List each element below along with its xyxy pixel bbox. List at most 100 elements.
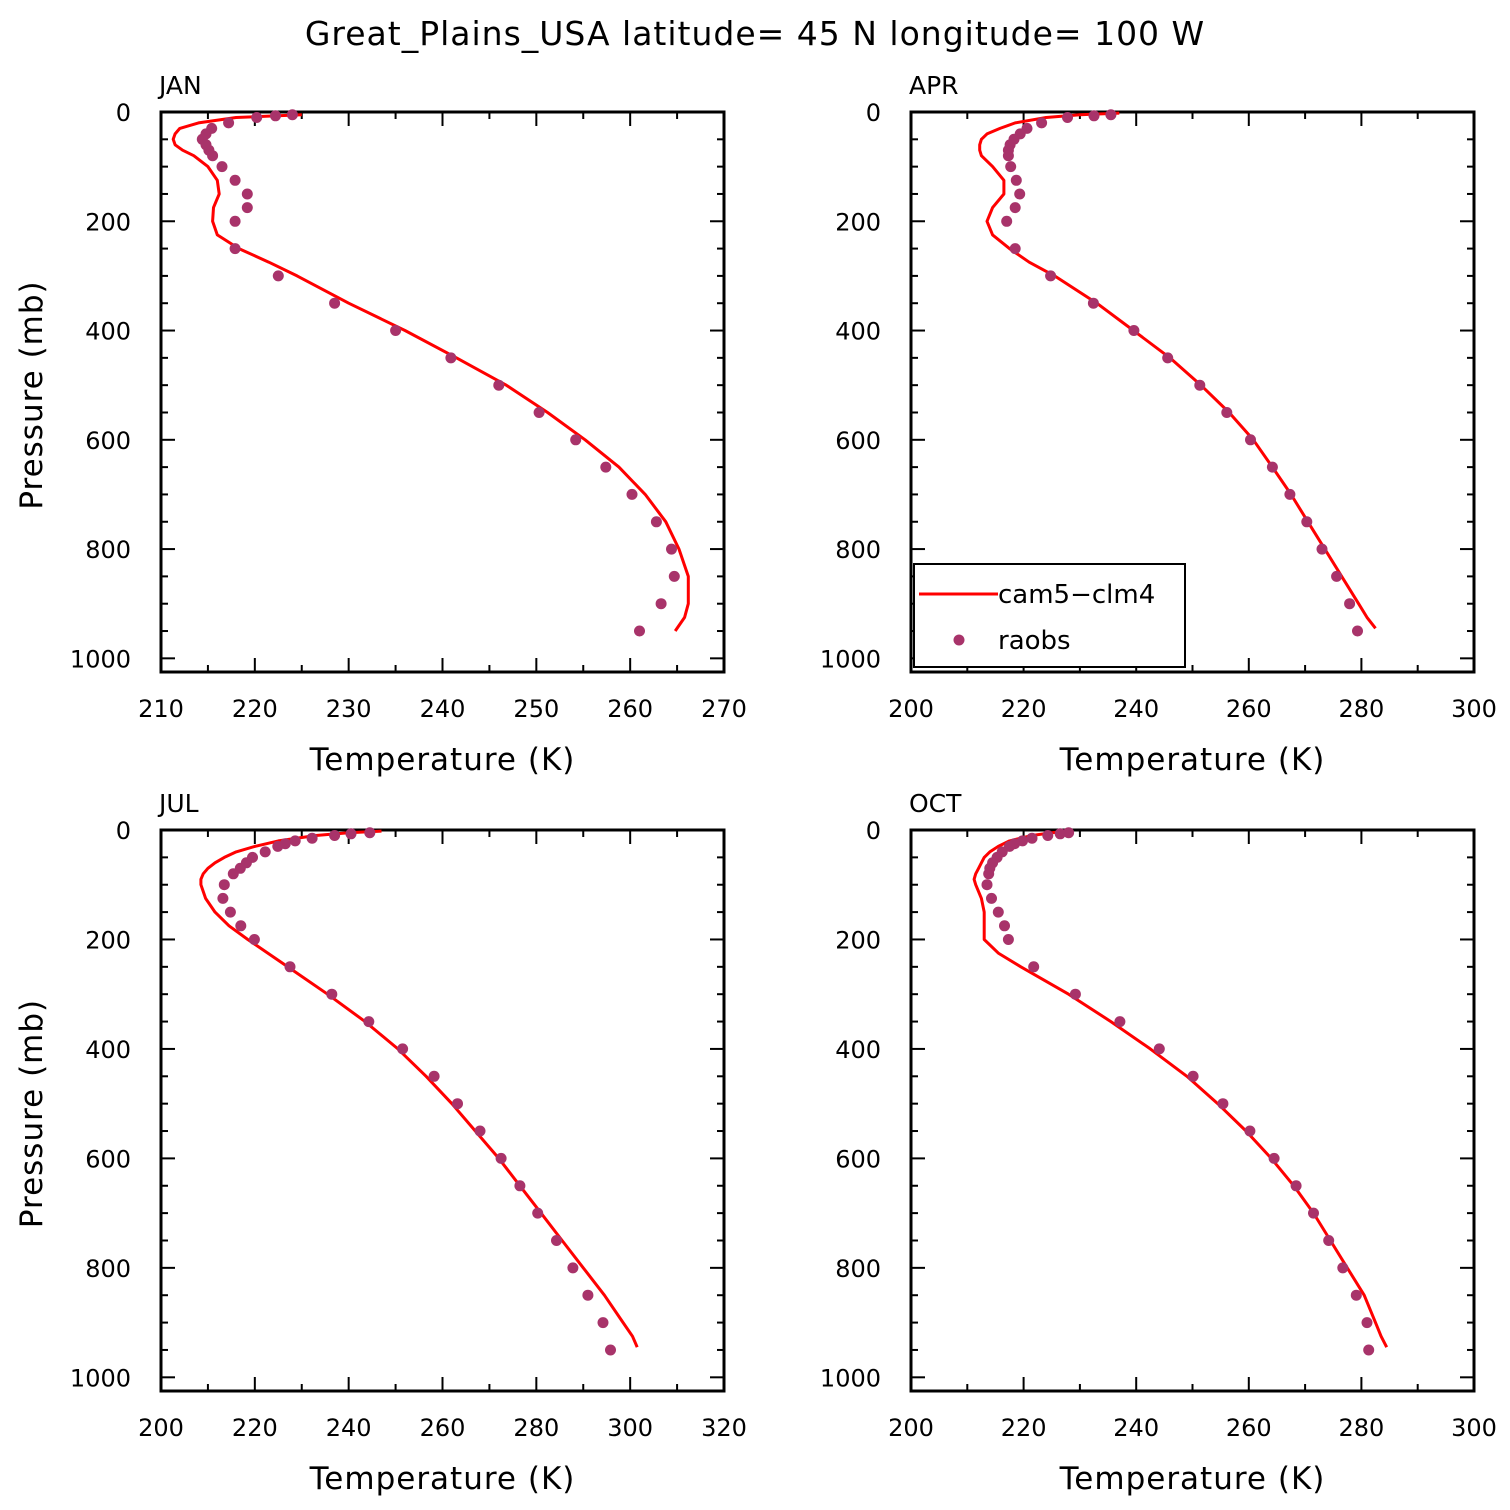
obs-point [570, 434, 582, 446]
obs-point [495, 1152, 507, 1164]
x-tick-label: 240 [326, 1414, 372, 1442]
y-tick-label: 200 [85, 926, 131, 954]
obs-point [1028, 961, 1040, 973]
figure-title: Great_Plains_USA latitude= 45 N longitud… [305, 14, 1205, 53]
obs-point [229, 215, 241, 227]
obs-point [1301, 516, 1313, 528]
obs-point [493, 379, 505, 391]
obs-point [241, 202, 253, 214]
obs-point [289, 835, 301, 847]
obs-point [270, 110, 281, 122]
x-axis-label: Temperature (K) [309, 1461, 576, 1497]
y-tick-label: 200 [835, 926, 881, 954]
y-tick-label: 800 [85, 1255, 131, 1283]
legend-box [913, 563, 1186, 668]
obs-point [999, 920, 1010, 932]
x-tick-label: 300 [1451, 1414, 1497, 1442]
x-axis-label: Temperature (K) [1059, 1461, 1326, 1497]
obs-point [1361, 1317, 1373, 1329]
legend: cam5−clm4 raobs [913, 563, 1186, 668]
legend-obs-label: raobs [998, 626, 1071, 656]
panel-title: APR [909, 71, 959, 100]
panel-jul: 200 220 240 260 280 300 320 0 200 400 600 800 1000 JU… [14, 789, 747, 1497]
x-tick-label: 220 [232, 1414, 278, 1442]
x-tick-label: 240 [1113, 695, 1159, 723]
panel-title: JUL [157, 789, 199, 818]
obs-point [567, 1262, 579, 1274]
x-tick-label: 320 [701, 1414, 747, 1442]
obs-point [326, 988, 338, 1000]
y-tick-label: 400 [835, 1036, 881, 1064]
obs-point [1363, 1344, 1375, 1356]
obs-point [1268, 1152, 1280, 1164]
y-tick-label: 400 [85, 318, 131, 346]
obs-point [1062, 112, 1073, 123]
obs-point [605, 1344, 616, 1356]
obs-point [1337, 1262, 1349, 1274]
obs-point [668, 570, 680, 582]
panel-apr: 200 220 240 260 280 300 0 200 400 600 800 1000 APR Te… [820, 71, 1497, 778]
obs-point [992, 906, 1004, 918]
obs-point [1153, 1043, 1165, 1055]
obs-point [1331, 570, 1343, 582]
x-tick-label: 280 [1338, 1414, 1384, 1442]
obs-point [597, 1317, 609, 1329]
x-tick-label: 220 [232, 695, 278, 723]
x-tick-label: 200 [138, 1414, 184, 1442]
obs-point [983, 868, 995, 880]
y-tick-label: 800 [85, 536, 131, 564]
x-axis-label: Temperature (K) [1059, 742, 1326, 778]
y-tick-label: 0 [116, 817, 131, 845]
panels-group: 210 220 230 240 250 260 270 0 200 400 600 800 1000 JA… [14, 71, 1497, 1497]
y-tick-label: 1000 [820, 1364, 881, 1392]
obs-point [474, 1125, 486, 1137]
obs-point [666, 543, 677, 555]
obs-point [514, 1180, 526, 1192]
obs-point [600, 461, 612, 473]
obs-point [1323, 1235, 1335, 1246]
x-tick-label: 200 [888, 695, 934, 723]
obs-point [286, 109, 298, 121]
x-tick-label: 280 [1338, 695, 1384, 723]
obs-point [272, 270, 284, 282]
obs-point [986, 892, 997, 904]
obs-point [533, 407, 545, 418]
panel-oct: 200 220 240 260 280 300 0 200 400 600 800 1000 OCT Te… [820, 789, 1497, 1497]
obs-point [1002, 150, 1014, 162]
obs-point [363, 1016, 375, 1028]
y-tick-label: 400 [85, 1036, 131, 1064]
y-tick-label: 400 [835, 318, 881, 346]
y-tick-label: 1000 [70, 645, 131, 673]
legend-model-label: cam5−clm4 [998, 580, 1155, 610]
obs-point [1350, 1289, 1362, 1301]
obs-point [207, 150, 219, 162]
x-axis-label: Temperature (K) [309, 742, 576, 778]
obs-point [223, 117, 235, 129]
obs-point [1352, 625, 1363, 637]
obs-point [1002, 934, 1014, 945]
x-tick-label: 300 [1451, 695, 1497, 723]
obs-point [284, 961, 296, 973]
legend-dot-swatch [953, 634, 965, 646]
x-tick-label: 260 [1226, 695, 1272, 723]
obs-point [1042, 830, 1054, 841]
obs-point [248, 934, 260, 945]
x-tick-label: 220 [1001, 1414, 1047, 1442]
model-profile-line [978, 111, 1377, 630]
obs-point [217, 892, 229, 904]
obs-point [329, 297, 341, 309]
obs-point [1344, 598, 1356, 610]
obs-point [582, 1289, 594, 1301]
x-tick-label: 300 [607, 1414, 653, 1442]
obs-point [229, 174, 241, 186]
y-tick-label: 200 [85, 208, 131, 236]
obs-point [345, 828, 357, 840]
plot-frame [159, 828, 726, 1393]
obs-point [259, 846, 271, 858]
obs-points [1001, 109, 1363, 637]
obs-point [445, 352, 457, 364]
obs-point [1290, 1180, 1302, 1192]
obs-point [551, 1235, 562, 1246]
obs-point [1069, 988, 1081, 1000]
